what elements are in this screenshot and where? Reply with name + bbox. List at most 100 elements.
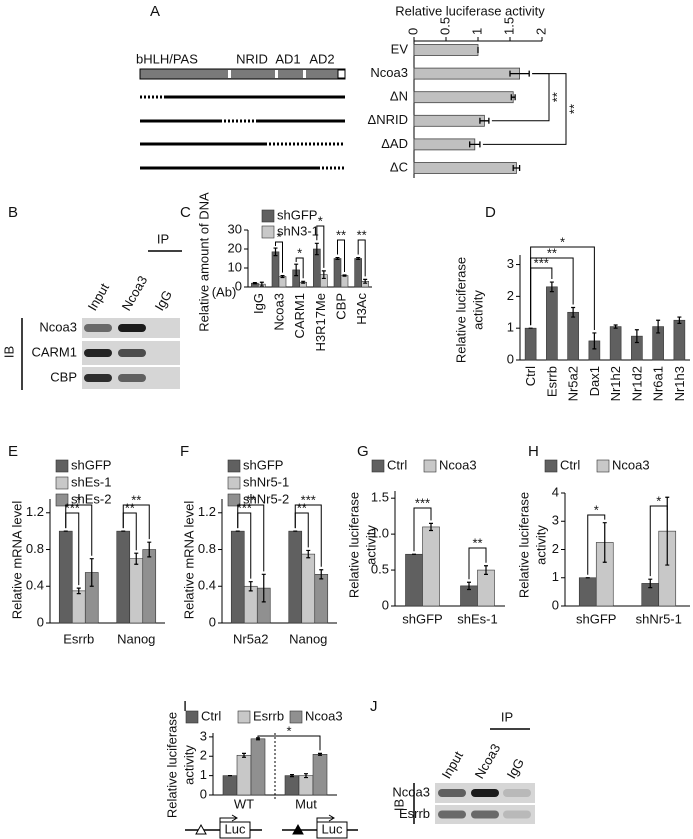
category-label: Ncoa3	[370, 65, 408, 80]
category-label: ΔN	[390, 89, 408, 104]
y-tick-label: 1	[507, 320, 514, 335]
sig-label: **	[131, 492, 141, 507]
legend-label: Ncoa3	[612, 457, 650, 472]
row-label: CARM1	[31, 344, 77, 359]
bar	[129, 558, 144, 624]
bar	[673, 319, 686, 361]
bar	[284, 775, 300, 796]
sig-bracket	[257, 735, 321, 751]
x-tick-label: H3Ac	[354, 293, 369, 325]
legend-swatch	[261, 209, 275, 223]
legend-label: Ctrl	[201, 708, 221, 723]
y-tick-label: 3	[507, 256, 514, 271]
panel-label: C	[180, 204, 191, 221]
row-label: Ncoa3	[39, 319, 77, 334]
domain-label: bHLH/PAS	[136, 51, 198, 66]
sig-label: *	[76, 492, 81, 507]
error-bar	[301, 280, 306, 284]
x-tick-label: Nr5a2	[566, 366, 581, 401]
legend-label: shNr5-1	[243, 474, 289, 489]
y-tick-label: 0.4	[198, 578, 216, 593]
sig-label: *	[594, 502, 599, 517]
panel-label: E	[8, 443, 18, 460]
bar	[413, 44, 479, 56]
error-bar	[510, 94, 516, 101]
error-bar	[484, 565, 488, 575]
error-bar	[314, 242, 319, 256]
bar	[301, 553, 316, 624]
sig-bracket	[337, 239, 345, 273]
x-tick-label: 1	[469, 28, 484, 35]
reporter-label: Luc	[322, 821, 343, 836]
band	[503, 810, 531, 819]
x-tick-label: shGFP	[402, 611, 442, 626]
sig-bracket	[65, 512, 80, 586]
legend-label: shGFP	[71, 457, 111, 472]
site-mut	[292, 823, 304, 835]
legend-swatch	[237, 710, 251, 724]
ib-label: IB	[1, 346, 16, 358]
legend-label: shNr5-2	[243, 491, 289, 506]
error-bar	[677, 316, 682, 325]
legend-label: Ncoa3	[439, 457, 477, 472]
x-tick-label: Dax1	[587, 366, 602, 396]
bar	[271, 251, 280, 288]
bar	[413, 162, 517, 174]
error-bar	[134, 552, 139, 565]
y-tick-label: 4	[552, 484, 559, 499]
bar	[405, 553, 423, 607]
sig-label: ***	[301, 492, 316, 507]
y-tick-label: 0.5	[371, 562, 389, 577]
x-tick-label: Ctrl	[523, 366, 538, 386]
error-bar	[248, 581, 253, 592]
band	[84, 374, 112, 382]
sig-label: *	[286, 723, 291, 738]
sig-label: **	[336, 227, 346, 242]
bar	[142, 549, 157, 624]
error-bar	[273, 247, 278, 257]
error-bar	[648, 578, 653, 589]
x-tick-label: 2	[533, 28, 548, 35]
bar	[524, 327, 537, 361]
category-label: ΔNRID	[368, 112, 408, 127]
y-axis-label: Relative mRNA level	[181, 501, 196, 620]
bar	[354, 258, 362, 288]
sig-label: *	[318, 213, 323, 228]
x-tick-label: Esrrb	[544, 366, 559, 397]
x-tick-label: Mut	[295, 796, 317, 811]
bar	[71, 590, 86, 624]
domain-label: AD2	[309, 51, 334, 66]
sig-label: **	[357, 227, 367, 242]
category-label: ΔAD	[381, 136, 408, 151]
sig-label: ***	[65, 500, 80, 515]
y-axis-label: Relative luciferase	[346, 492, 361, 598]
band	[118, 349, 146, 357]
error-bar	[76, 587, 81, 595]
sig-label: **	[125, 500, 135, 515]
error-bar	[512, 165, 521, 171]
panel-label: D	[485, 204, 496, 221]
bar	[278, 276, 287, 288]
y-axis-label: Relative luciferase	[164, 712, 179, 818]
ip-label: IP	[157, 231, 169, 246]
row-label: CBP	[50, 369, 77, 384]
domain-sep	[303, 70, 306, 78]
legend-swatch	[289, 710, 303, 724]
band	[438, 789, 466, 797]
chart-title: Relative luciferase activity	[395, 3, 545, 18]
error-bar	[509, 70, 530, 77]
bar	[222, 775, 238, 796]
legend-swatch	[227, 476, 241, 490]
error-bar	[304, 773, 308, 779]
band	[84, 349, 112, 357]
y-axis-label: Relative amount of DNA	[196, 192, 211, 332]
domain-label: NRID	[236, 51, 268, 66]
panel-label: I	[183, 698, 187, 715]
bar	[546, 286, 558, 361]
sig-label: **	[547, 245, 557, 260]
band	[438, 810, 466, 819]
luc-box	[316, 821, 348, 839]
y-axis-label: Relative luciferase	[453, 257, 468, 363]
error-bar	[335, 256, 340, 261]
